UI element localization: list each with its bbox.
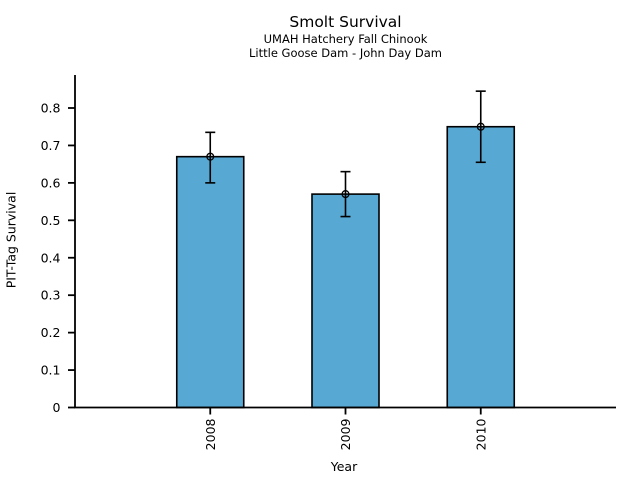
data-point-marker-2010 bbox=[476, 122, 485, 131]
chart-subtitle-line2: Little Goose Dam - John Day Dam bbox=[249, 46, 442, 60]
x-tick-label-2008: 2008 bbox=[203, 418, 218, 450]
data-point-marker-2009 bbox=[341, 190, 350, 199]
bar-2008 bbox=[175, 155, 245, 409]
x-axis-label: Year bbox=[330, 459, 358, 474]
y-tick-label-0.5: 0.5 bbox=[41, 213, 61, 228]
bar-2010 bbox=[446, 125, 516, 409]
y-tick-label-0.4: 0.4 bbox=[41, 250, 61, 265]
y-tick-label-0.2: 0.2 bbox=[41, 325, 61, 340]
y-tick-label-0.3: 0.3 bbox=[41, 288, 61, 303]
plot-area: 0 0.1 0.2 0.3 0.4 0.5 0.6 0.7 0.8 2008 2009 2010 bbox=[41, 75, 616, 450]
x-tick-label-2009: 2009 bbox=[338, 418, 353, 450]
y-tick-label-0: 0 bbox=[53, 400, 61, 415]
data-point-marker-2008 bbox=[206, 152, 215, 161]
y-tick-label-0.1: 0.1 bbox=[41, 363, 61, 378]
chart-title: Smolt Survival bbox=[289, 13, 401, 31]
chart-subtitle-line1: UMAH Hatchery Fall Chinook bbox=[264, 32, 428, 46]
x-tick-label-2010: 2010 bbox=[473, 418, 488, 450]
y-axis-label: PIT-Tag Survival bbox=[4, 192, 19, 289]
y-tick-label-0.7: 0.7 bbox=[41, 138, 61, 153]
y-tick-label-0.8: 0.8 bbox=[41, 101, 61, 116]
y-tick-label-0.6: 0.6 bbox=[41, 175, 61, 190]
bar-2009 bbox=[311, 193, 380, 409]
